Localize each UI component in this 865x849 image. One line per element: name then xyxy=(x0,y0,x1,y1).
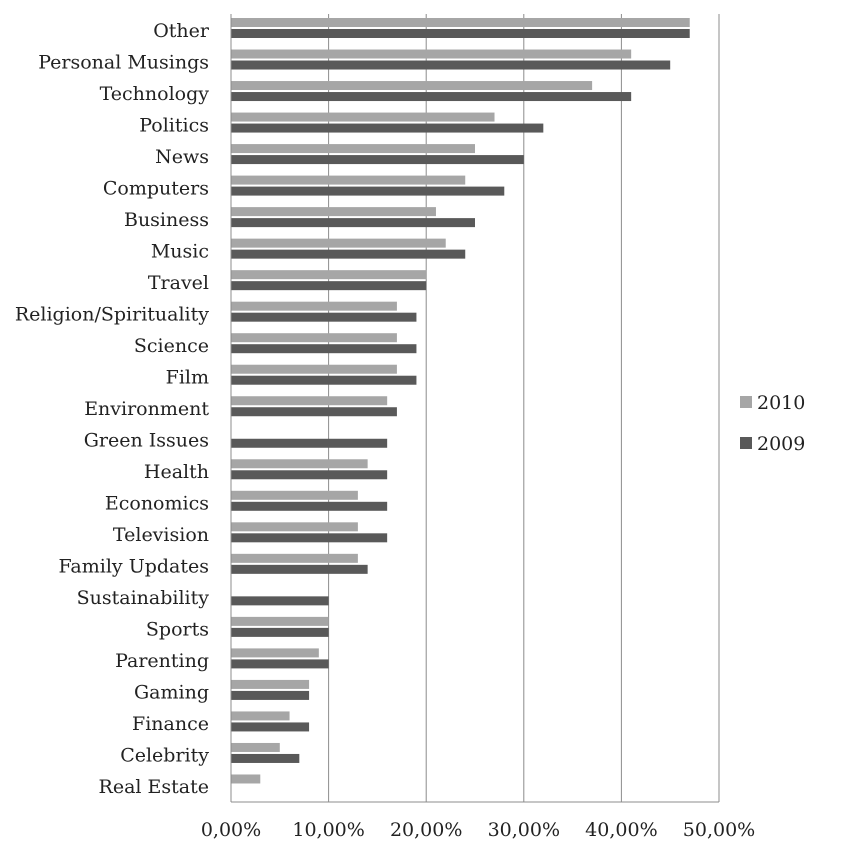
legend-label-2009: 2009 xyxy=(757,433,805,455)
bar-2010 xyxy=(231,364,397,374)
category-label: Sports xyxy=(146,619,209,641)
category-label: Parenting xyxy=(115,650,209,672)
x-tick-label: 50,00% xyxy=(683,819,755,841)
bar-2010 xyxy=(231,207,436,217)
category-label: Business xyxy=(124,209,209,231)
category-label: Travel xyxy=(148,272,209,294)
legend: 2010 2009 xyxy=(740,392,805,455)
bar-2009 xyxy=(231,564,368,574)
category-label: Politics xyxy=(139,114,209,136)
bar-2009 xyxy=(231,281,427,291)
bar-2010 xyxy=(231,112,495,122)
bar-2009 xyxy=(231,501,388,511)
bar-2010 xyxy=(231,301,397,311)
x-tick-label: 0,00% xyxy=(201,819,261,841)
category-label: Family Updates xyxy=(59,556,209,578)
bar-2010 xyxy=(231,616,329,626)
bar-2009 xyxy=(231,60,671,70)
legend-label-2010: 2010 xyxy=(757,392,805,414)
bar-2010 xyxy=(231,333,397,343)
bar-2009 xyxy=(231,659,329,669)
bar-2009 xyxy=(231,753,300,763)
bar-2009 xyxy=(231,29,690,38)
category-label: Green Issues xyxy=(84,430,209,452)
bar-2009 xyxy=(231,470,388,480)
bar-2010 xyxy=(231,711,290,721)
bar-2009 xyxy=(231,218,475,228)
category-label: Health xyxy=(144,461,209,483)
category-label: Gaming xyxy=(134,682,209,704)
bar-2010 xyxy=(231,144,475,154)
x-tick-label: 40,00% xyxy=(585,819,657,841)
bar-2009 xyxy=(231,407,397,417)
legend-swatch-2010 xyxy=(740,396,752,408)
category-labels: Other Personal Musings Technology Politics N… xyxy=(15,20,210,798)
bar-2010 xyxy=(231,175,466,185)
category-label: Personal Musings xyxy=(38,51,209,73)
bar-2010 xyxy=(231,648,319,658)
bar-2010 xyxy=(231,396,388,406)
bar-2009 xyxy=(231,533,388,543)
category-label: News xyxy=(155,146,209,168)
x-tick-labels: 0,00% 10,00% 20,00% 30,00% 40,00% 50,00% xyxy=(201,819,755,841)
category-label: Technology xyxy=(100,83,210,105)
bar-2009 xyxy=(231,92,632,102)
bar-2009 xyxy=(231,690,310,700)
category-label: Environment xyxy=(84,398,209,420)
category-label: Science xyxy=(134,335,209,357)
category-label: Economics xyxy=(105,493,209,515)
legend-swatch-2009 xyxy=(740,437,752,449)
bar-2010 xyxy=(231,774,261,784)
category-label: Television xyxy=(113,524,209,546)
category-label: Religion/Spirituality xyxy=(15,303,209,325)
category-label: Other xyxy=(153,20,210,42)
bar-2009 xyxy=(231,155,524,165)
bar-2009 xyxy=(231,344,417,354)
bar-2010 xyxy=(231,270,427,280)
bar-2009 xyxy=(231,438,388,448)
bar-2010 xyxy=(231,18,690,27)
bar-2010 xyxy=(231,522,358,532)
category-label: Sustainability xyxy=(77,587,210,609)
bar-2009 xyxy=(231,186,505,196)
bar-2010 xyxy=(231,490,358,500)
bar-2009 xyxy=(231,596,329,606)
bar-2010 xyxy=(231,49,632,59)
bar-2009 xyxy=(231,312,417,322)
x-tick-label: 10,00% xyxy=(292,819,364,841)
category-label: Music xyxy=(151,240,209,262)
bar-2009 xyxy=(231,249,466,259)
bar-2010 xyxy=(231,238,446,248)
bar-2009 xyxy=(231,722,310,732)
bar-2009 xyxy=(231,123,544,133)
x-tick-label: 30,00% xyxy=(488,819,560,841)
bars xyxy=(231,18,690,784)
bar-2010 xyxy=(231,742,280,752)
bar-2010 xyxy=(231,553,358,563)
category-label: Celebrity xyxy=(120,745,209,767)
category-label: Real Estate xyxy=(99,776,209,798)
category-label: Finance xyxy=(132,713,209,735)
bar-2010 xyxy=(231,459,368,469)
bar-2010 xyxy=(231,679,310,689)
bar-2010 xyxy=(231,81,593,91)
x-tick-label: 20,00% xyxy=(390,819,462,841)
category-label: Computers xyxy=(103,177,209,199)
category-label: Film xyxy=(166,366,209,388)
bar-2009 xyxy=(231,375,417,385)
bar-2009 xyxy=(231,627,329,637)
